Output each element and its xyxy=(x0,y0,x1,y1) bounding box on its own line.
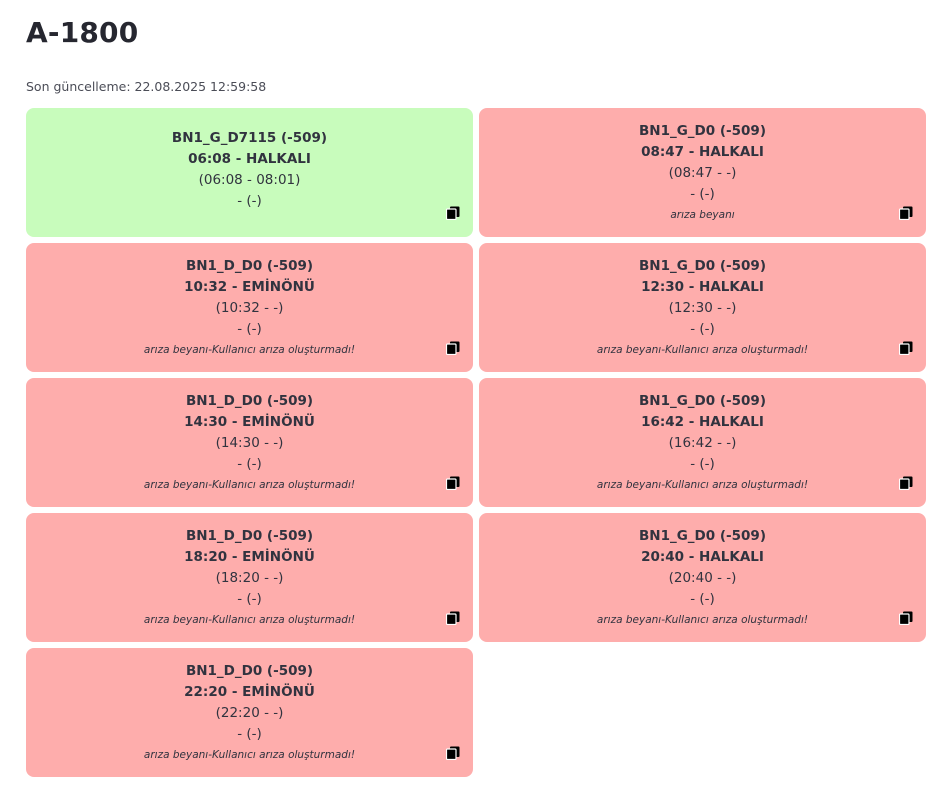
trip-departure: 14:30 - EMİNÖNÜ xyxy=(184,414,315,430)
trip-card: BN1_D_D0 (-509) 10:32 - EMİNÖNÜ (10:32 - -… xyxy=(26,243,473,372)
trip-departure: 12:30 - HALKALI xyxy=(641,279,764,295)
trip-departure: 22:20 - EMİNÖNÜ xyxy=(184,684,315,700)
trip-extra: - (-) xyxy=(237,321,262,337)
trip-note: arıza beyanı xyxy=(670,209,735,221)
trip-times: (20:40 - -) xyxy=(668,570,737,586)
last-updated-text: Son güncelleme: 22.08.2025 12:59:58 xyxy=(26,79,267,94)
trip-code: BN1_G_D0 (-509) xyxy=(639,258,766,274)
copy-icon[interactable] xyxy=(446,206,460,220)
trip-departure: 16:42 - HALKALI xyxy=(641,414,764,430)
trip-note: arıza beyanı-Kullanıcı arıza oluşturmadı… xyxy=(596,614,809,626)
trip-times: (18:20 - -) xyxy=(215,570,284,586)
trip-note: arıza beyanı-Kullanıcı arıza oluşturmadı… xyxy=(143,614,356,626)
trip-departure: 08:47 - HALKALI xyxy=(641,144,764,160)
trip-times: (22:20 - -) xyxy=(215,705,284,721)
trip-times: (10:32 - -) xyxy=(215,300,284,316)
copy-icon[interactable] xyxy=(899,476,913,490)
trip-times: (16:42 - -) xyxy=(668,435,737,451)
trip-extra: - (-) xyxy=(237,591,262,607)
copy-icon[interactable] xyxy=(446,746,460,760)
trip-code: BN1_D_D0 (-509) xyxy=(185,258,314,274)
trip-card-grid: BN1_G_D7115 (-509) 06:08 - HALKALI (06:08 … xyxy=(26,108,926,777)
page-title: A-1800 xyxy=(26,16,139,49)
trip-card: BN1_D_D0 (-509) 14:30 - EMİNÖNÜ (14:30 - -… xyxy=(26,378,473,507)
trip-departure: 10:32 - EMİNÖNÜ xyxy=(184,279,315,295)
trip-extra: - (-) xyxy=(690,321,715,337)
trip-departure: 18:20 - EMİNÖNÜ xyxy=(184,549,315,565)
trip-times: (12:30 - -) xyxy=(668,300,737,316)
trip-extra: - (-) xyxy=(237,456,262,472)
trip-code: BN1_G_D0 (-509) xyxy=(639,528,766,544)
trip-times: (14:30 - -) xyxy=(215,435,284,451)
copy-icon[interactable] xyxy=(446,611,460,625)
copy-icon[interactable] xyxy=(899,341,913,355)
copy-icon[interactable] xyxy=(899,611,913,625)
trip-extra: - (-) xyxy=(237,193,262,209)
trip-code: BN1_G_D7115 (-509) xyxy=(171,130,328,146)
trip-extra: - (-) xyxy=(690,186,715,202)
trip-note: arıza beyanı-Kullanıcı arıza oluşturmadı… xyxy=(143,479,356,491)
trip-extra: - (-) xyxy=(690,456,715,472)
copy-icon[interactable] xyxy=(446,476,460,490)
trip-note: arıza beyanı-Kullanıcı arıza oluşturmadı… xyxy=(596,344,809,356)
trip-card: BN1_G_D0 (-509) 20:40 - HALKALI (20:40 - -… xyxy=(479,513,926,642)
trip-card: BN1_G_D0 (-509) 12:30 - HALKALI (12:30 - -… xyxy=(479,243,926,372)
trip-times: (06:08 - 08:01) xyxy=(198,172,301,188)
trip-code: BN1_G_D0 (-509) xyxy=(639,393,766,409)
trip-code: BN1_D_D0 (-509) xyxy=(185,663,314,679)
trip-departure: 06:08 - HALKALI xyxy=(188,151,311,167)
trip-departure: 20:40 - HALKALI xyxy=(641,549,764,565)
trip-note: arıza beyanı-Kullanıcı arıza oluşturmadı… xyxy=(596,479,809,491)
trip-code: BN1_G_D0 (-509) xyxy=(639,123,766,139)
trip-extra: - (-) xyxy=(690,591,715,607)
trip-code: BN1_D_D0 (-509) xyxy=(185,528,314,544)
trip-note: arıza beyanı-Kullanıcı arıza oluşturmadı… xyxy=(143,344,356,356)
trip-card: BN1_G_D0 (-509) 08:47 - HALKALI (08:47 - -… xyxy=(479,108,926,237)
trip-card: BN1_D_D0 (-509) 22:20 - EMİNÖNÜ (22:20 - -… xyxy=(26,648,473,777)
trip-note: arıza beyanı-Kullanıcı arıza oluşturmadı… xyxy=(143,749,356,761)
trip-code: BN1_D_D0 (-509) xyxy=(185,393,314,409)
trip-times: (08:47 - -) xyxy=(668,165,737,181)
trip-card: BN1_G_D7115 (-509) 06:08 - HALKALI (06:08 … xyxy=(26,108,473,237)
trip-extra: - (-) xyxy=(237,726,262,742)
trip-card: BN1_G_D0 (-509) 16:42 - HALKALI (16:42 - -… xyxy=(479,378,926,507)
trip-card: BN1_D_D0 (-509) 18:20 - EMİNÖNÜ (18:20 - -… xyxy=(26,513,473,642)
copy-icon[interactable] xyxy=(899,206,913,220)
copy-icon[interactable] xyxy=(446,341,460,355)
